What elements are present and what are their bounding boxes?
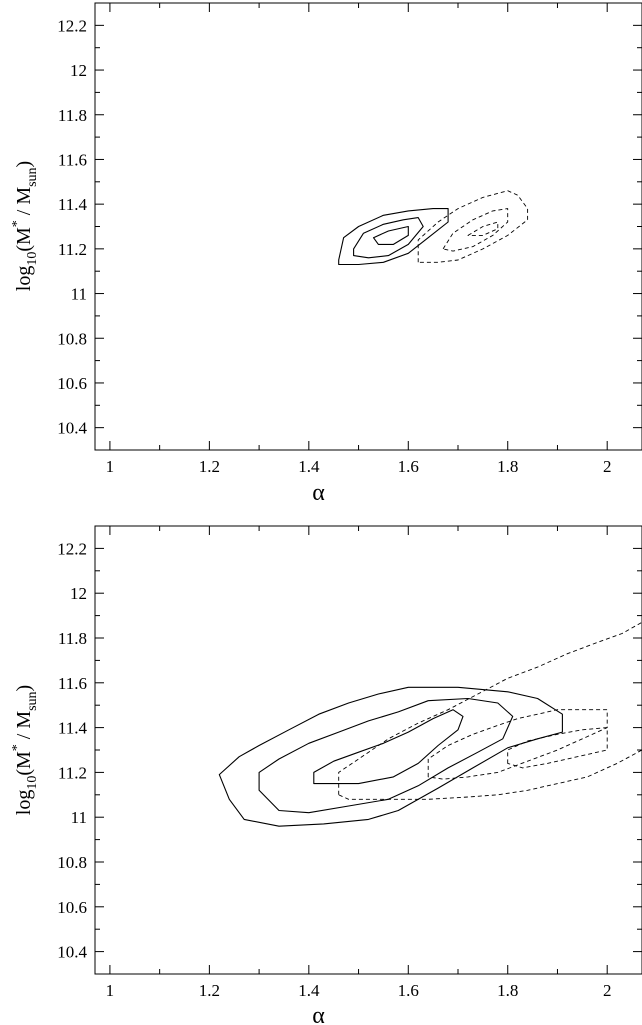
x-axis-label: α [312,480,325,506]
x-tick-label: 1.4 [298,981,320,1000]
x-axis-label: α [312,1003,325,1025]
y-tick-label: 11.6 [58,150,87,169]
dashed-contour-2 [427,709,608,780]
y-tick-label: 12.2 [57,16,87,35]
plot-frame [94,2,642,451]
x-tick-label: 1.4 [298,457,320,476]
y-tick-label: 11 [71,808,87,827]
y-tick-label: 10.4 [57,943,87,962]
y-tick-label: 10.6 [57,898,87,917]
y-axis-label: log10(M* / Msun) [10,685,40,815]
x-tick-label: 1 [106,981,115,1000]
y-tick-label: 10.8 [57,853,87,872]
x-tick-label: 1 [106,457,115,476]
contour-layer [338,190,529,266]
x-tick-label: 1.2 [199,457,220,476]
solid-contour-2 [353,217,424,259]
bottom-contour-panel: 1 1.2 1.4 1.6 1.8 210.410.610.81111.211.411.6… [10,525,642,1025]
top-contour-panel: 1 1.2 1.4 1.6 1.8 210.410.610.81111.211.411.6… [10,2,642,506]
x-tick-label: 2 [603,981,612,1000]
y-axis-label: log10(M* / Msun) [10,161,40,291]
x-tick-label: 1.8 [497,457,518,476]
solid-contour-1 [338,208,449,266]
y-tick-label: 12 [70,61,87,80]
dashed-contour-3 [467,221,499,236]
y-tick-label: 11.4 [58,195,88,214]
y-tick-label: 10.4 [57,419,87,438]
y-tick-label: 12 [70,584,87,603]
x-tick-label: 1.6 [398,981,419,1000]
y-tick-label: 11.6 [58,674,87,693]
y-tick-label: 11.2 [58,763,87,782]
solid-contour-1 [218,686,563,827]
dashed-contour-2 [442,208,509,252]
plot-frame [94,525,642,975]
x-tick-label: 1.2 [199,981,220,1000]
y-tick-label: 11.8 [58,106,87,125]
x-tick-label: 1.6 [398,457,419,476]
y-tick-label: 11.2 [58,240,87,259]
y-tick-label: 12.2 [57,539,87,558]
x-tick-label: 2 [603,457,612,476]
y-tick-label: 10.6 [57,374,87,393]
dashed-contour-1 [338,621,642,800]
solid-contour-3 [313,709,464,785]
x-tick-label: 1.8 [497,981,518,1000]
solid-contour-2 [258,697,514,814]
contour-layer [218,621,642,827]
dashed-contour-1 [417,190,529,263]
solid-contour-3 [372,225,409,245]
y-tick-label: 11 [71,285,87,304]
y-tick-label: 10.8 [57,329,87,348]
y-tick-label: 11.8 [58,629,87,648]
y-tick-label: 11.4 [58,719,88,738]
